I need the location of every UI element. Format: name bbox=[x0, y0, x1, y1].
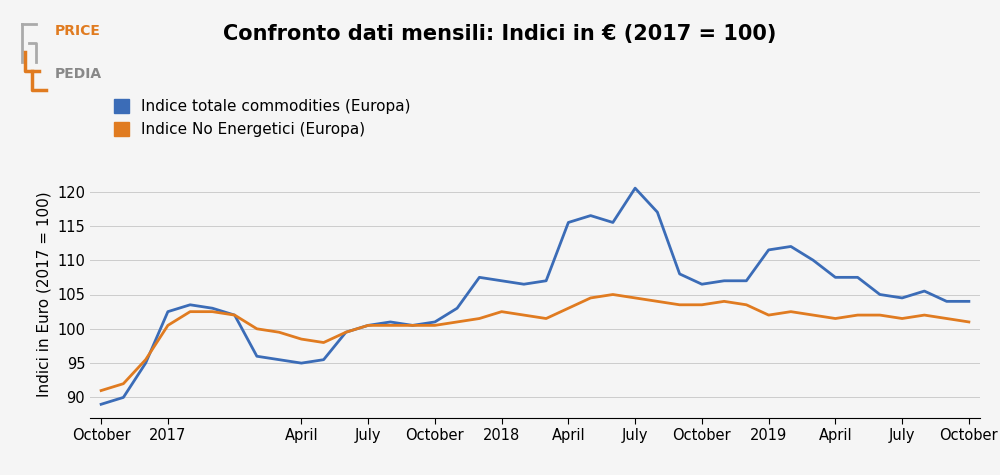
Y-axis label: Indici in Euro (2017 = 100): Indici in Euro (2017 = 100) bbox=[37, 192, 52, 397]
Text: Confronto dati mensili: Indici in € (2017 = 100): Confronto dati mensili: Indici in € (201… bbox=[223, 24, 777, 44]
Text: PEDIA: PEDIA bbox=[55, 66, 102, 80]
Text: PRICE: PRICE bbox=[55, 24, 101, 38]
Legend: Indice totale commodities (Europa), Indice No Energetici (Europa): Indice totale commodities (Europa), Indi… bbox=[108, 93, 417, 143]
